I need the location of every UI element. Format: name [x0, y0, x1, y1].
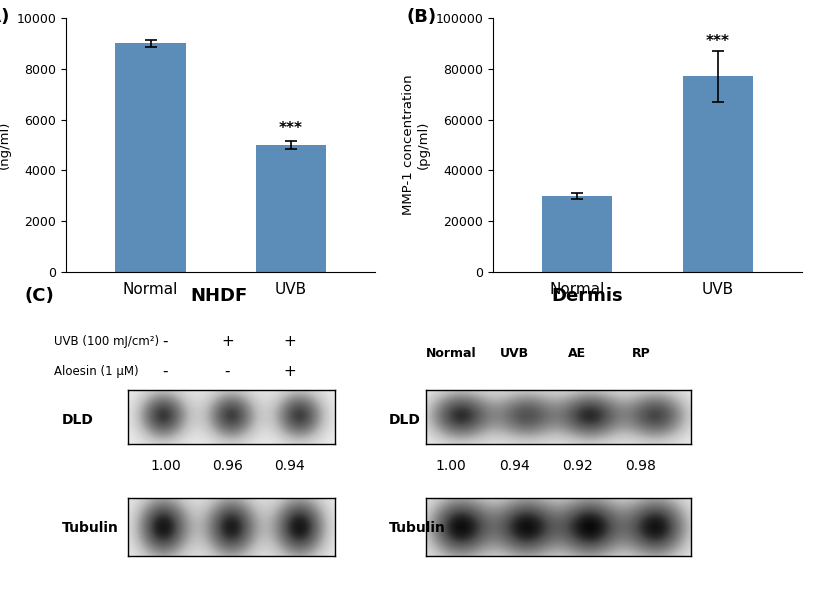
Text: +: + [283, 364, 296, 379]
Text: ***: *** [706, 34, 730, 48]
Text: UVB: UVB [500, 347, 529, 360]
Text: +: + [283, 334, 296, 349]
Bar [683, 77, 753, 272]
Text: -: - [225, 364, 230, 379]
Text: (B): (B) [406, 8, 437, 26]
Bar [543, 196, 613, 272]
Text: Dermis: Dermis [552, 287, 623, 305]
Text: Normal: Normal [425, 347, 476, 360]
Bar [115, 43, 185, 272]
Text: -: - [163, 364, 168, 379]
Text: 0.98: 0.98 [625, 459, 657, 473]
Text: DLD: DLD [389, 413, 421, 427]
Text: 0.94: 0.94 [274, 459, 305, 473]
Text: NHDF: NHDF [190, 287, 248, 305]
Text: RP: RP [632, 347, 650, 360]
Text: AE: AE [568, 347, 586, 360]
Bar [256, 145, 326, 272]
Y-axis label: MMP-1 concentration
(pg/ml): MMP-1 concentration (pg/ml) [402, 75, 430, 215]
Text: UVB (100 mJ/cm²): UVB (100 mJ/cm²) [54, 335, 159, 348]
Text: (C): (C) [25, 287, 55, 305]
Text: -: - [163, 334, 168, 349]
Text: Aloesin (1 μM): Aloesin (1 μM) [54, 365, 138, 378]
Text: 1.00: 1.00 [150, 459, 181, 473]
Text: Tubulin: Tubulin [62, 521, 119, 536]
Text: ***: *** [279, 121, 303, 136]
Text: 0.96: 0.96 [212, 459, 243, 473]
Text: 1.00: 1.00 [435, 459, 466, 473]
Y-axis label: PC-1 concentration
(ng/ml): PC-1 concentration (ng/ml) [0, 82, 11, 208]
Text: Tubulin: Tubulin [389, 521, 446, 536]
Text: (A): (A) [0, 8, 10, 26]
Text: 0.94: 0.94 [499, 459, 530, 473]
Text: DLD: DLD [62, 413, 94, 427]
Text: +: + [221, 334, 234, 349]
Text: 0.92: 0.92 [562, 459, 593, 473]
